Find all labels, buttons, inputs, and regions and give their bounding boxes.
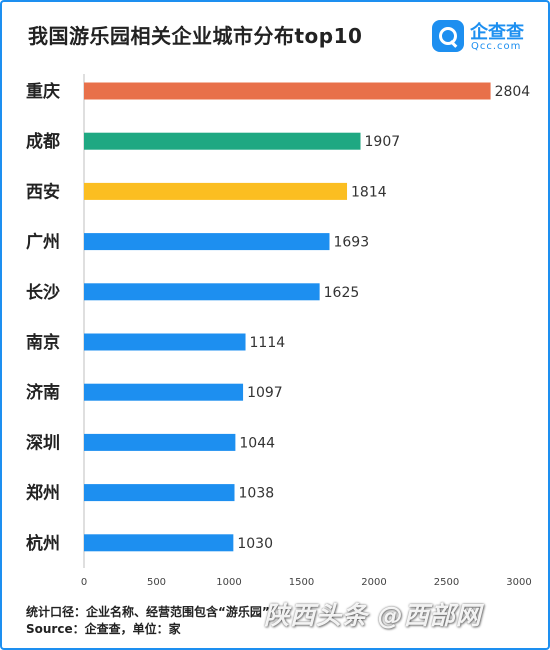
x-tick-label: 500 <box>147 577 166 588</box>
chart-footer: 统计口径：企业名称、经营范围包含“游乐园” Source：企查查，单位：家 <box>26 604 270 638</box>
bar <box>84 433 236 451</box>
category-label: 长沙 <box>26 282 60 303</box>
category-label: 郑州 <box>26 483 60 504</box>
category-label: 重庆 <box>26 81 60 102</box>
x-tick-label: 2000 <box>361 577 386 588</box>
bar <box>84 283 320 301</box>
bar <box>84 82 491 100</box>
category-label: 广州 <box>26 232 60 253</box>
x-tick-label: 1500 <box>289 577 314 588</box>
bar <box>84 383 244 401</box>
category-label: 济南 <box>26 382 60 403</box>
category-label: 南京 <box>26 332 60 353</box>
footer-note: 统计口径：企业名称、经营范围包含“游乐园” <box>26 605 270 619</box>
x-tick-label: 1000 <box>216 577 241 588</box>
value-label: 1625 <box>324 285 360 301</box>
category-label: 深圳 <box>26 432 60 453</box>
qcc-logo: 企查查 Qcc.com <box>432 20 536 54</box>
category-label: 成都 <box>26 131 60 152</box>
value-label: 1038 <box>239 486 275 502</box>
value-label: 1030 <box>237 536 273 552</box>
value-label: 1044 <box>239 435 275 451</box>
bar <box>84 333 246 351</box>
value-label: 1693 <box>333 235 369 251</box>
category-label: 西安 <box>26 181 60 202</box>
x-tick-label: 3000 <box>506 577 531 588</box>
chart-title: 我国游乐园相关企业城市分布top10 <box>28 24 363 48</box>
footer-source: Source：企查查，单位：家 <box>26 622 181 636</box>
bar <box>84 132 361 150</box>
value-label: 1097 <box>247 385 283 401</box>
bar <box>84 484 235 502</box>
bar <box>84 534 234 552</box>
bar <box>84 182 348 200</box>
category-label: 杭州 <box>26 533 60 554</box>
x-tick-label: 2500 <box>434 577 459 588</box>
magnifier-icon <box>432 20 464 52</box>
value-label: 1907 <box>365 134 401 150</box>
watermark-text: 陕西头条 @西部网 <box>264 601 482 630</box>
bar-chart: 重庆 2804 成都 1907 西安 1814 广州 1693 长沙 1625 南京 1114 济南 10… <box>26 74 532 588</box>
logo-name: 企查查 <box>470 22 524 43</box>
value-label: 2804 <box>495 84 531 100</box>
value-label: 1814 <box>351 184 387 200</box>
bar <box>84 233 330 251</box>
logo-subtitle: Qcc.com <box>471 41 522 52</box>
value-label: 1114 <box>250 335 286 351</box>
x-tick-label: 0 <box>81 577 87 588</box>
